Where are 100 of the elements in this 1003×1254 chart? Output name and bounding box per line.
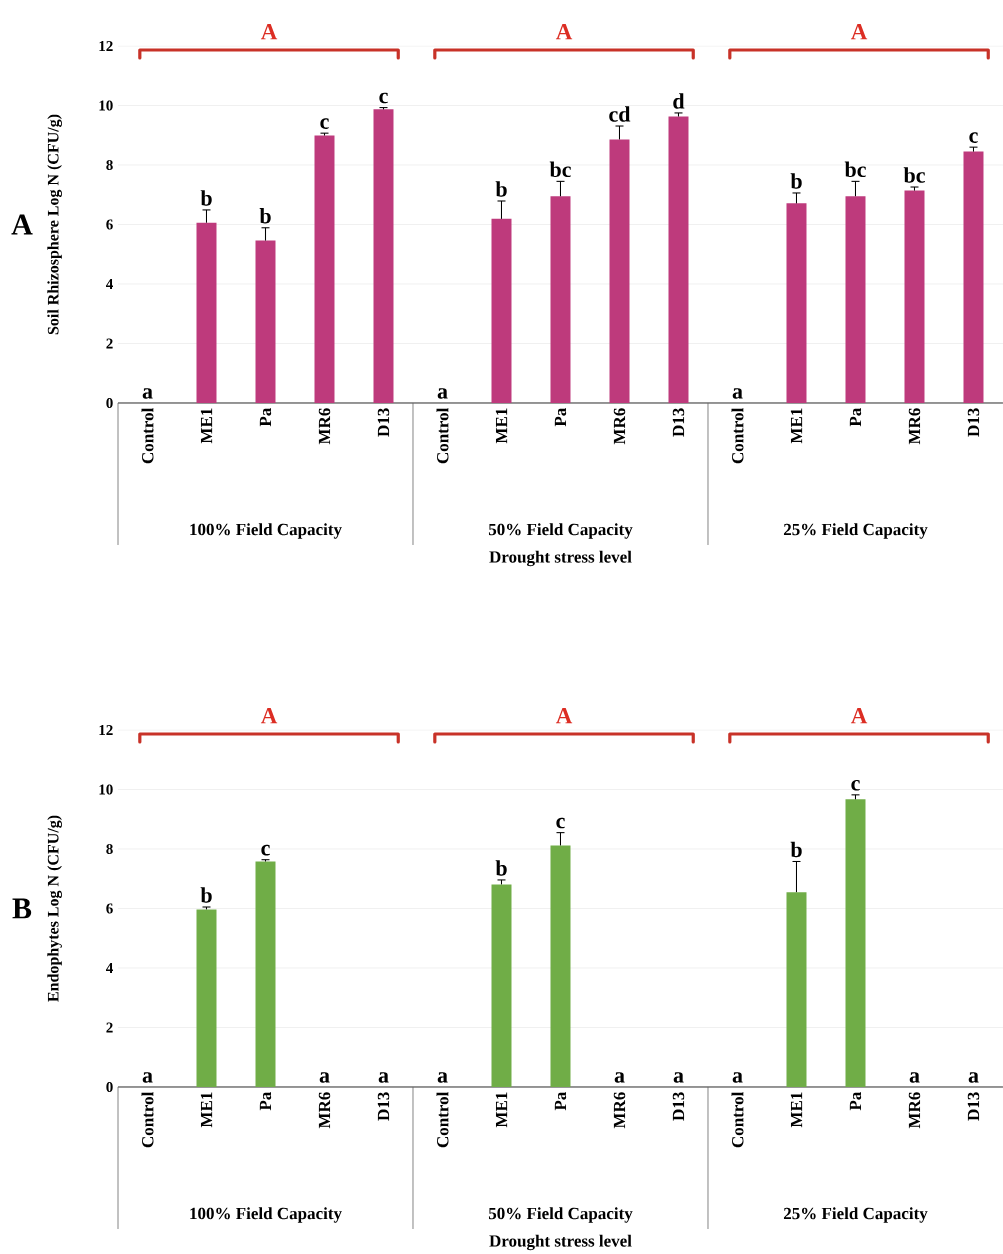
x-tick-label: MR6 — [613, 408, 626, 445]
data-label: a — [319, 1072, 330, 1083]
x-tick-label: Control — [731, 408, 744, 464]
data-label: cd — [609, 106, 631, 122]
x-tick-label: ME1 — [790, 1092, 803, 1128]
data-label: d — [673, 93, 685, 109]
bar — [491, 218, 512, 403]
data-label: c — [320, 118, 329, 129]
data-label: a — [968, 1072, 979, 1083]
data-label: b — [259, 208, 271, 224]
bar — [373, 109, 394, 403]
data-label: a — [732, 388, 743, 399]
data-label: bc — [844, 161, 866, 178]
y-tick-label: 12 — [99, 41, 113, 51]
text: 100% Field Capacity — [190, 1207, 342, 1223]
data-label: a — [437, 388, 448, 399]
y-tick-label: 6 — [106, 903, 113, 914]
x-tick-label: Pa — [259, 407, 272, 427]
x-tick-label: Control — [436, 1092, 449, 1148]
x-tick-label: MR6 — [613, 1092, 626, 1129]
data-label: a — [673, 1072, 684, 1083]
bar — [550, 845, 571, 1087]
x-tick-label: MR6 — [318, 408, 331, 445]
text: 50% Field Capacity — [488, 1207, 633, 1223]
data-label: bc — [549, 161, 571, 178]
bar — [255, 861, 276, 1087]
x-tick-label: D13 — [672, 1092, 685, 1121]
bar — [314, 135, 335, 403]
y-axis-title: Endophytes Log N (CFU/g) — [47, 815, 62, 1002]
bar — [609, 139, 630, 403]
data-label: a — [142, 388, 153, 399]
x-tick-label: D13 — [967, 408, 980, 437]
data-label: a — [732, 1072, 743, 1083]
x-tick-label: ME1 — [495, 408, 508, 444]
y-tick-label: 4 — [106, 963, 113, 973]
y-axis-title: Soil Rhizosphere Log N (CFU/g) — [47, 114, 62, 335]
data-label: c — [851, 780, 860, 791]
text: 50% Field Capacity — [488, 523, 633, 539]
data-label: c — [969, 132, 978, 143]
x-tick-label: Pa — [849, 407, 862, 427]
bar — [786, 203, 807, 403]
x-tick-label: D13 — [672, 408, 685, 437]
data-label: b — [790, 173, 802, 189]
x-tick-label: Pa — [554, 1091, 567, 1111]
y-tick-label: 8 — [106, 159, 113, 171]
text: A — [555, 24, 573, 40]
bar — [255, 240, 276, 403]
y-tick-label: 2 — [106, 1022, 113, 1033]
data-label: b — [495, 181, 507, 197]
text: A — [260, 708, 278, 724]
y-tick-label: 0 — [106, 397, 113, 409]
bar — [196, 909, 217, 1087]
data-label: bc — [903, 167, 925, 183]
x-tick-label: ME1 — [790, 408, 803, 444]
text: A — [260, 24, 278, 40]
y-tick-label: 4 — [106, 279, 113, 289]
data-label: b — [495, 860, 507, 876]
data-label: c — [261, 844, 270, 856]
bar — [196, 222, 217, 403]
bar — [845, 196, 866, 403]
x-tick-label: Pa — [554, 407, 567, 427]
x-tick-label: D13 — [967, 1092, 980, 1121]
y-tick-label: 0 — [106, 1081, 113, 1093]
data-label: a — [378, 1072, 389, 1083]
bar — [845, 799, 866, 1087]
bar — [904, 190, 925, 403]
y-tick-label: 6 — [106, 219, 113, 230]
x-tick-label: D13 — [377, 1092, 390, 1121]
x-tick-label: D13 — [377, 408, 390, 437]
x-tick-label: Control — [436, 408, 449, 464]
text: A — [11, 214, 33, 235]
text: A — [555, 708, 573, 724]
data-label: c — [379, 92, 388, 104]
data-label: c — [556, 817, 565, 829]
data-label: b — [200, 887, 212, 903]
data-label: a — [142, 1072, 153, 1083]
x-tick-label: Control — [141, 408, 154, 464]
x-tick-label: MR6 — [908, 408, 921, 445]
y-tick-label: 8 — [106, 843, 113, 855]
text: 25% Field Capacity — [783, 523, 928, 539]
bar — [668, 116, 689, 403]
y-tick-label: 2 — [106, 338, 113, 349]
data-label: b — [200, 190, 212, 206]
x-axis-title: Drought stress level — [489, 1234, 632, 1251]
x-axis-title: Drought stress level — [489, 550, 632, 567]
text: 25% Field Capacity — [783, 1207, 928, 1223]
x-tick-label: ME1 — [200, 408, 213, 444]
bar — [491, 884, 512, 1087]
bar — [786, 892, 807, 1087]
text: A — [850, 24, 868, 40]
bar — [550, 196, 571, 403]
x-tick-label: Pa — [849, 1091, 862, 1111]
x-tick-label: Control — [731, 1092, 744, 1148]
x-tick-label: MR6 — [318, 1092, 331, 1129]
text: A — [850, 708, 868, 724]
text: 100% Field Capacity — [190, 523, 342, 539]
x-tick-label: Pa — [259, 1091, 272, 1111]
bar — [963, 151, 984, 403]
text: B — [12, 898, 32, 919]
x-tick-label: Control — [141, 1092, 154, 1148]
